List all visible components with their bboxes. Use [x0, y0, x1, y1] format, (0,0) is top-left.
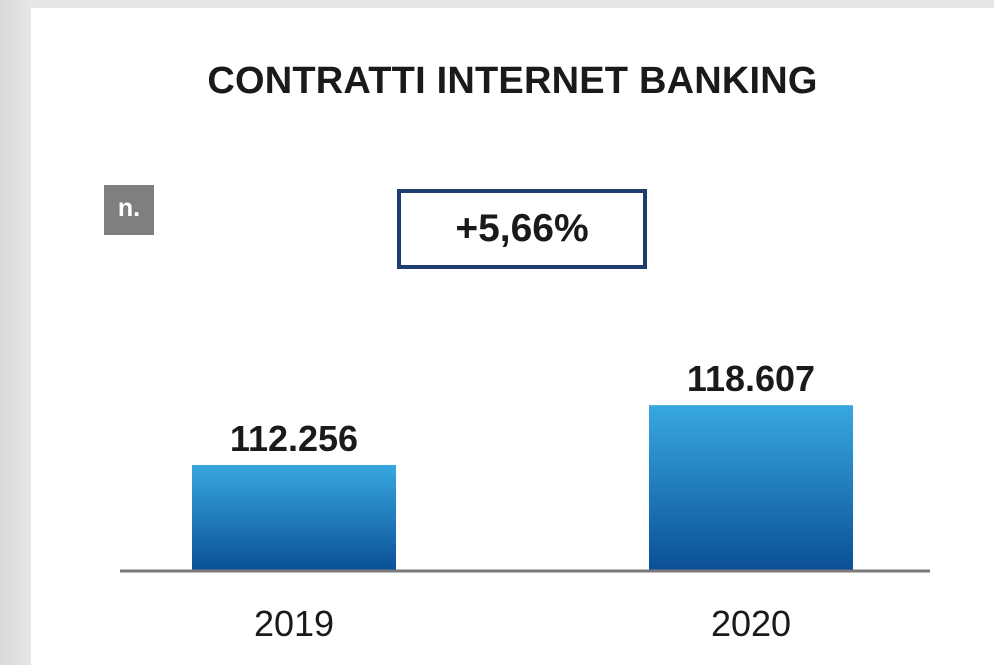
bars-layer [192, 405, 853, 571]
unit-badge: n. [104, 185, 154, 235]
bar-2020 [649, 405, 853, 571]
labels-layer: 112.256 2019 118.607 2020 [230, 358, 815, 644]
category-label-2020: 2020 [711, 603, 791, 644]
chart-title: CONTRATTI INTERNET BANKING [207, 60, 818, 102]
value-label-2020: 118.607 [687, 358, 815, 399]
delta-badge: +5,66% [397, 189, 647, 269]
category-label-2019: 2019 [254, 603, 334, 644]
bar-2019 [192, 464, 396, 571]
value-label-2019: 112.256 [230, 418, 358, 459]
